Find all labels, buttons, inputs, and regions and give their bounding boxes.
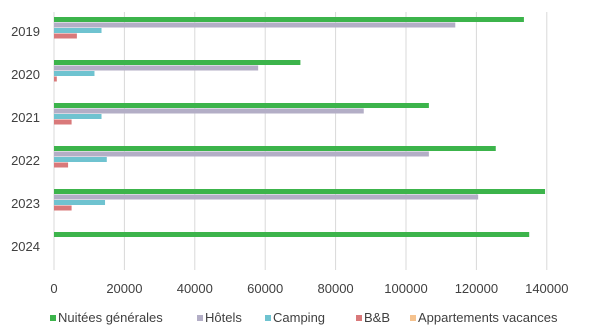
- legend-item: B&B: [356, 310, 390, 325]
- y-tick-label: 2024: [11, 239, 40, 254]
- legend-item: Appartements vacances: [410, 310, 558, 325]
- legend-swatch: [410, 315, 416, 321]
- x-tick-label: 0: [50, 281, 57, 296]
- x-tick-label: 100000: [384, 281, 427, 296]
- bar-camping-2022: [54, 157, 107, 162]
- bar-h-tels-2021: [54, 108, 364, 114]
- x-tick-label: 60000: [247, 281, 283, 296]
- bar-camping-2019: [54, 28, 102, 33]
- legend-swatch: [50, 315, 56, 321]
- x-axis-labels: 0 20000 40000 60000 80000 100000 120000 140000: [50, 281, 568, 296]
- x-tick-label: 80000: [318, 281, 354, 296]
- y-tick-label: 2021: [11, 110, 40, 125]
- legend-label: Appartements vacances: [418, 310, 558, 325]
- x-tick-label: 40000: [177, 281, 213, 296]
- gridlines: [53, 12, 548, 270]
- legend-swatch: [356, 315, 362, 321]
- bar-h-tels-2020: [54, 65, 259, 71]
- legend-label: Nuitées générales: [58, 310, 163, 325]
- bar-h-tels-2023: [54, 194, 479, 200]
- legend-item: Hôtels: [197, 310, 242, 325]
- legend: Nuitées générales Hôtels Camping B&B Apparte…: [50, 310, 558, 325]
- legend-item: Nuitées générales: [50, 310, 163, 325]
- bar-b-b-2023: [54, 205, 72, 211]
- y-tick-label: 2020: [11, 67, 40, 82]
- bar-camping-2023: [54, 200, 106, 205]
- y-tick-label: 2022: [11, 153, 40, 168]
- bar-camping-2021: [54, 114, 102, 119]
- bar-h-tels-2019: [54, 22, 456, 28]
- y-tick-label: 2023: [11, 196, 40, 211]
- legend-label: Hôtels: [205, 310, 242, 325]
- bar-nuit-es-g-n-rales-2020: [54, 60, 301, 65]
- legend-swatch: [265, 315, 271, 321]
- bar-b-b-2020: [54, 76, 57, 82]
- legend-item: Camping: [265, 310, 325, 325]
- legend-label: B&B: [364, 310, 390, 325]
- y-tick-label: 2019: [11, 24, 40, 39]
- bar-nuit-es-g-n-rales-2021: [54, 103, 429, 108]
- x-tick-label: 140000: [525, 281, 568, 296]
- legend-swatch: [197, 315, 203, 321]
- bar-nuit-es-g-n-rales-2023: [54, 189, 546, 194]
- legend-label: Camping: [273, 310, 325, 325]
- x-tick-label: 20000: [106, 281, 142, 296]
- x-tick-label: 120000: [455, 281, 498, 296]
- bar-nuit-es-g-n-rales-2022: [54, 146, 496, 151]
- bar-b-b-2021: [54, 119, 72, 125]
- bar-b-b-2019: [54, 33, 77, 39]
- bar-nuit-es-g-n-rales-2019: [54, 17, 524, 22]
- bar-b-b-2022: [54, 162, 69, 168]
- bar-camping-2020: [54, 71, 95, 76]
- y-axis-labels: 2019 2020 2021 2022 2023 2024: [11, 24, 40, 254]
- bar-h-tels-2022: [54, 151, 429, 157]
- bars: [54, 17, 546, 237]
- bar-nuit-es-g-n-rales-2024: [54, 232, 530, 237]
